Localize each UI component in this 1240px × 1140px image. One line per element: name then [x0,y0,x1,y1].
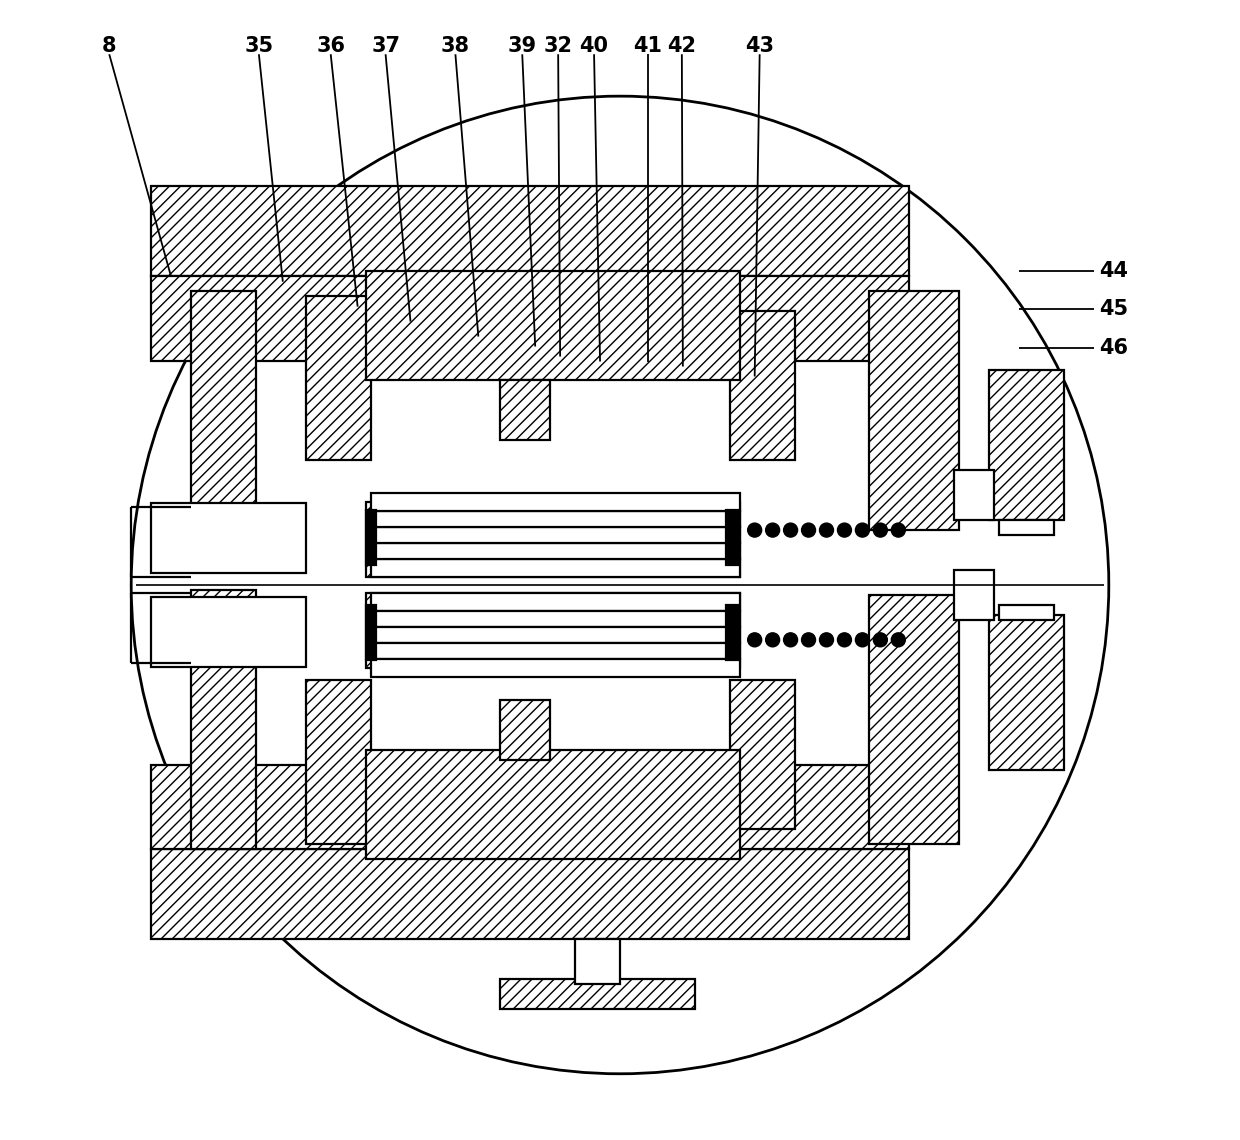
Circle shape [856,523,869,537]
Circle shape [801,523,816,537]
Circle shape [837,523,852,537]
Bar [955,570,994,620]
Bar [575,939,620,984]
Text: 44: 44 [1099,261,1128,280]
Bar [869,291,960,530]
Bar [371,494,740,511]
Bar [371,543,740,559]
Bar [191,591,255,849]
Bar [500,381,551,440]
Bar [366,502,740,577]
Circle shape [801,633,816,646]
Bar [500,700,551,759]
Bar [371,611,740,627]
Bar [151,186,909,276]
Circle shape [892,523,905,537]
Text: 45: 45 [1099,299,1128,319]
Circle shape [856,633,869,646]
Bar [500,979,694,1009]
Circle shape [820,633,833,646]
Text: 35: 35 [244,36,274,56]
Bar [869,595,960,845]
Bar [725,510,738,565]
Bar [151,765,909,849]
Text: 46: 46 [1099,337,1128,358]
Circle shape [892,633,905,646]
Text: 8: 8 [102,36,117,56]
Text: 38: 38 [441,36,470,56]
Bar [371,643,740,659]
Bar [999,605,1054,620]
Text: 42: 42 [667,36,697,56]
Bar [151,849,909,939]
Bar [366,750,740,860]
Bar [371,559,740,577]
Circle shape [837,633,852,646]
Bar [725,605,738,660]
Bar [306,295,371,461]
Bar [990,370,1064,520]
Circle shape [748,523,761,537]
Bar [191,291,255,540]
Text: 32: 32 [543,36,573,56]
Circle shape [765,523,780,537]
Bar [990,614,1064,770]
Bar [151,503,306,573]
Circle shape [765,633,780,646]
Bar [371,627,740,643]
Text: 36: 36 [316,36,345,56]
Text: 39: 39 [507,36,537,56]
Bar [366,593,740,668]
Bar [371,659,740,677]
Circle shape [820,523,833,537]
Bar [306,679,371,845]
Circle shape [873,633,888,646]
Text: 37: 37 [371,36,401,56]
Bar [371,511,740,527]
Bar [151,597,306,667]
Text: 41: 41 [634,36,662,56]
Bar [366,270,740,381]
Bar [729,679,795,830]
Circle shape [873,523,888,537]
Bar [151,276,909,360]
Bar [366,605,376,660]
Bar [999,520,1054,535]
Text: 40: 40 [579,36,609,56]
Circle shape [748,633,761,646]
Bar [371,593,740,611]
Text: 43: 43 [745,36,774,56]
Bar [955,470,994,520]
Circle shape [784,633,797,646]
Circle shape [784,523,797,537]
Bar [366,510,376,565]
Bar [729,310,795,461]
Bar [371,527,740,543]
